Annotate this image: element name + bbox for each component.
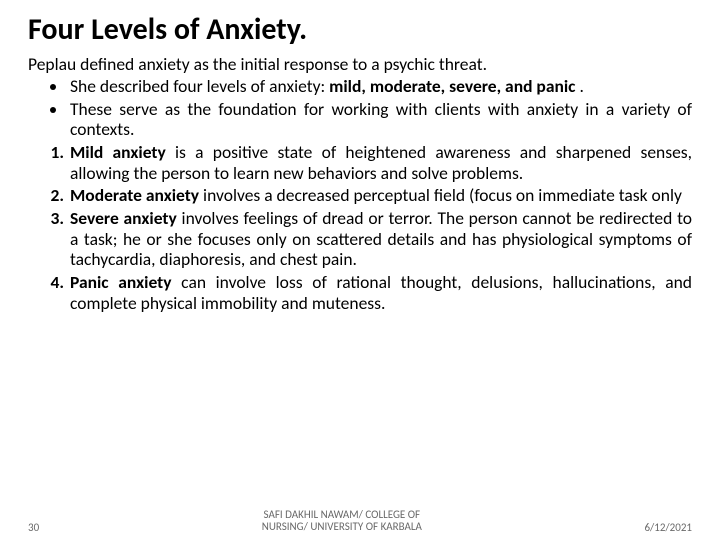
item-bold: Moderate anxiety: [70, 184, 199, 206]
list-item: Mild anxiety is a positive state of heig…: [68, 142, 692, 183]
footer-date: 6/12/2021: [644, 521, 692, 534]
slide-title: Four Levels of Anxiety.: [28, 14, 692, 46]
bullet-text-bold: mild, moderate, severe, and panic: [329, 75, 575, 97]
bullet-text-pre: These serve as the foundation for workin…: [70, 98, 692, 141]
item-bold: Mild anxiety: [70, 141, 166, 163]
footer-center-line2: NURSING/ UNIVERSITY OF KARBALA: [262, 521, 422, 534]
list-item: These serve as the foundation for workin…: [68, 99, 692, 140]
footer-center: SAFI DAKHIL NAWAM/ COLLEGE OF NURSING/ U…: [262, 509, 422, 534]
numbered-list: Mild anxiety is a positive state of heig…: [28, 142, 692, 313]
slide-body: Peplau defined anxiety as the initial re…: [28, 54, 692, 314]
slide-footer: 30 SAFI DAKHIL NAWAM/ COLLEGE OF NURSING…: [0, 509, 720, 534]
list-item: Panic anxiety can involve loss of ration…: [68, 272, 692, 313]
item-bold: Severe anxiety: [70, 207, 177, 229]
list-item: Severe anxiety involves feelings of drea…: [68, 208, 692, 270]
intro-text: Peplau defined anxiety as the initial re…: [28, 54, 692, 75]
page-number: 30: [28, 521, 39, 534]
bullet-list: She described four levels of anxiety: mi…: [28, 76, 692, 140]
bullet-text-post: .: [575, 75, 583, 97]
list-item: Moderate anxiety involves a decreased pe…: [68, 185, 692, 206]
item-bold: Panic anxiety: [70, 271, 172, 293]
item-rest: involves a decreased perceptual field (f…: [199, 184, 682, 206]
slide: Four Levels of Anxiety. Peplau defined a…: [0, 0, 720, 540]
list-item: She described four levels of anxiety: mi…: [68, 76, 692, 97]
bullet-text-pre: She described four levels of anxiety:: [70, 75, 329, 97]
